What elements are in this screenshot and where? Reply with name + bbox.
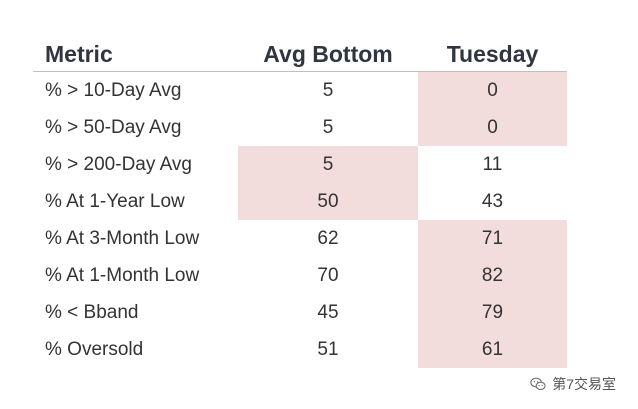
watermark: 第7交易室 bbox=[529, 374, 616, 394]
metric-label: % At 3-Month Low bbox=[45, 227, 200, 249]
avg-bottom-value: 51 bbox=[317, 338, 339, 360]
table-row: % At 1-Year Low 50 43 bbox=[33, 183, 567, 220]
table-row: % > 50-Day Avg 5 0 bbox=[33, 109, 567, 146]
avg-bottom-value: 5 bbox=[322, 116, 334, 138]
tuesday-value: 43 bbox=[481, 190, 504, 212]
tuesday-value: 61 bbox=[418, 331, 567, 368]
metric-label: % > 10-Day Avg bbox=[45, 79, 182, 101]
avg-bottom-value: 70 bbox=[317, 264, 339, 286]
tuesday-value: 82 bbox=[418, 257, 567, 294]
metric-label: % < Bband bbox=[45, 301, 139, 323]
tuesday-value: 0 bbox=[418, 109, 567, 146]
column-header-tuesday: Tuesday bbox=[418, 37, 567, 72]
tuesday-value: 0 bbox=[418, 71, 567, 109]
avg-bottom-value: 50 bbox=[238, 183, 418, 220]
tuesday-value: 79 bbox=[418, 294, 567, 331]
column-header-metric: Metric bbox=[33, 37, 238, 72]
tuesday-value: 71 bbox=[418, 220, 567, 257]
metric-label: % At 1-Month Low bbox=[45, 264, 200, 286]
table-row: % > 200-Day Avg 5 11 bbox=[33, 146, 567, 183]
column-header-avg-bottom: Avg Bottom bbox=[238, 37, 418, 72]
avg-bottom-value: 62 bbox=[317, 227, 339, 249]
table-row: % At 3-Month Low 62 71 bbox=[33, 220, 567, 257]
table-header-row: Metric Avg Bottom Tuesday bbox=[33, 37, 567, 72]
wechat-icon bbox=[530, 377, 546, 391]
table-row: % Oversold 51 61 bbox=[33, 331, 567, 368]
metric-label: % Oversold bbox=[45, 338, 144, 360]
table-row: % > 10-Day Avg 5 0 bbox=[33, 71, 567, 109]
avg-bottom-value: 45 bbox=[317, 301, 339, 323]
watermark-text: 第7交易室 bbox=[552, 376, 616, 392]
avg-bottom-value: 5 bbox=[322, 79, 334, 101]
tuesday-value: 11 bbox=[482, 153, 503, 175]
metric-label: % > 50-Day Avg bbox=[45, 116, 182, 138]
metrics-table-container: Metric Avg Bottom Tuesday % > 10-Day Avg… bbox=[33, 37, 567, 368]
table-row: % < Bband 45 79 bbox=[33, 294, 567, 331]
metric-label: % > 200-Day Avg bbox=[45, 153, 192, 175]
metrics-table: Metric Avg Bottom Tuesday % > 10-Day Avg… bbox=[33, 37, 567, 368]
table-row: % At 1-Month Low 70 82 bbox=[33, 257, 567, 294]
table-body: % > 10-Day Avg 5 0% > 50-Day Avg 5 0% > 200-… bbox=[33, 71, 567, 368]
avg-bottom-value: 5 bbox=[238, 146, 418, 183]
metric-label: % At 1-Year Low bbox=[45, 190, 185, 212]
